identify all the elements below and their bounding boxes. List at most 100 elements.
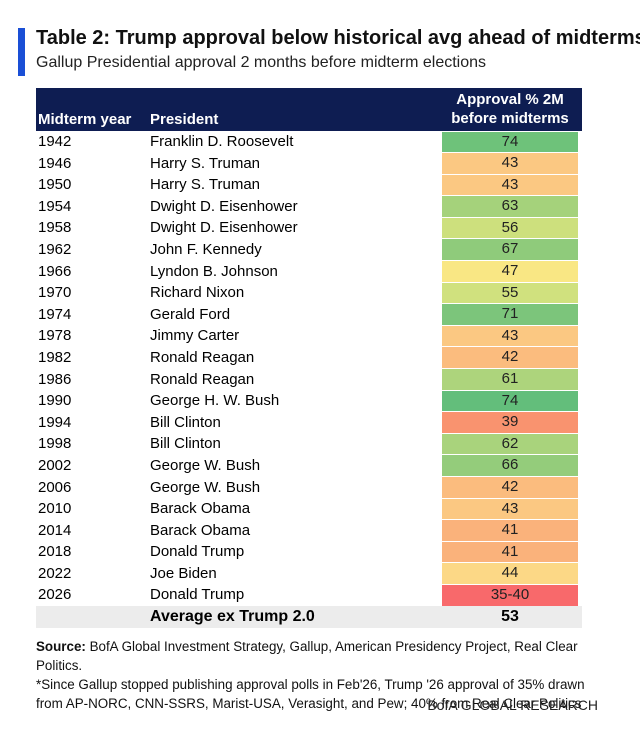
row-approval: 43 [442, 498, 578, 520]
row-president: Harry S. Truman [150, 176, 261, 194]
table-row: 2018 Donald Trump 41 [36, 541, 582, 563]
average-row: Average ex Trump 2.0 53 [36, 606, 582, 629]
row-president: John F. Kennedy [150, 240, 262, 258]
row-president: Donald Trump [150, 543, 245, 561]
average-value: 53 [501, 608, 519, 626]
row-year: 2018 [38, 543, 72, 561]
table-row: 2006 George W. Bush 42 [36, 477, 582, 499]
page-title: Table 2: Trump approval below historical… [36, 27, 640, 49]
row-approval: 55 [442, 282, 578, 304]
header-approval: Approval % 2M before midterms [442, 90, 578, 128]
table-row: 1998 Bill Clinton 62 [36, 433, 582, 455]
row-approval: 35-40 [442, 584, 578, 606]
header-approval-line2: before midterms [451, 110, 569, 127]
source-note: Source: BofA Global Investment Strategy,… [36, 637, 596, 713]
table-row: 1958 Dwight D. Eisenhower 56 [36, 217, 582, 239]
table-row: 2026 Donald Trump 35-40 [36, 584, 582, 606]
table-row: 1990 George H. W. Bush 74 [36, 390, 582, 412]
row-president: Bill Clinton [150, 413, 221, 431]
row-year: 2026 [38, 586, 72, 604]
row-year: 1982 [38, 348, 72, 366]
row-president: George W. Bush [150, 478, 261, 496]
header-midterm-year: Midterm year [38, 111, 132, 128]
row-president: Ronald Reagan [150, 370, 255, 388]
source-label: Source: [36, 639, 86, 654]
row-year: 1950 [38, 176, 72, 194]
header-president: President [150, 111, 219, 128]
row-year: 1998 [38, 435, 72, 453]
row-approval: 42 [442, 347, 578, 369]
table-row: 2002 George W. Bush 66 [36, 455, 582, 477]
row-year: 1990 [38, 392, 72, 410]
table-row: 1946 Harry S. Truman 43 [36, 153, 582, 175]
row-president: Gerald Ford [150, 305, 231, 323]
title-accent-bar [18, 28, 25, 76]
table-row: 1954 Dwight D. Eisenhower 63 [36, 196, 582, 218]
row-president: Barack Obama [150, 500, 251, 518]
brand-label: BofA GLOBAL RESEARCH [427, 697, 598, 713]
row-approval: 61 [442, 369, 578, 390]
table-row: 1950 Harry S. Truman 43 [36, 174, 582, 196]
row-president: Joe Biden [150, 564, 217, 582]
table-body: 1942 Franklin D. Roosevelt 74 1946 Harry S. … [36, 131, 582, 606]
table-row: 1942 Franklin D. Roosevelt 74 [36, 131, 582, 153]
table-row: 1974 Gerald Ford 71 [36, 304, 582, 326]
page-subtitle: Gallup Presidential approval 2 months be… [36, 54, 487, 71]
source-text: BofA Global Investment Strategy, Gallup,… [36, 639, 578, 673]
approval-table: Midterm year President Approval % 2M bef… [36, 88, 582, 629]
row-year: 2014 [38, 521, 72, 539]
row-year: 1970 [38, 284, 72, 302]
row-president: Barack Obama [150, 521, 251, 539]
row-approval: 41 [442, 520, 578, 541]
row-year: 1994 [38, 413, 72, 431]
row-president: Bill Clinton [150, 435, 221, 453]
row-approval: 47 [442, 261, 578, 282]
row-president: George W. Bush [150, 456, 261, 474]
table-row: 1982 Ronald Reagan 42 [36, 347, 582, 369]
row-approval: 41 [442, 541, 578, 563]
row-approval: 62 [442, 433, 578, 455]
table-row: 2010 Barack Obama 43 [36, 498, 582, 520]
row-approval: 43 [442, 325, 578, 347]
row-approval: 39 [442, 412, 578, 433]
header-approval-line1: Approval % 2M [456, 91, 564, 108]
row-year: 1962 [38, 240, 72, 258]
table-row: 2022 Joe Biden 44 [36, 563, 582, 585]
row-president: Franklin D. Roosevelt [150, 133, 294, 150]
table-row: 1986 Ronald Reagan 61 [36, 369, 582, 391]
row-president: Dwight D. Eisenhower [150, 219, 298, 237]
table-row: 1970 Richard Nixon 55 [36, 282, 582, 304]
table-row: 1994 Bill Clinton 39 [36, 412, 582, 434]
row-approval: 66 [442, 455, 578, 476]
row-year: 1966 [38, 262, 72, 280]
footnote: *Since Gallup stopped publishing approva… [36, 677, 585, 711]
row-president: Donald Trump [150, 586, 245, 604]
row-year: 2022 [38, 564, 72, 582]
row-approval: 43 [442, 153, 578, 174]
row-president: Jimmy Carter [150, 327, 240, 345]
table-header: Midterm year President Approval % 2M bef… [36, 88, 582, 131]
average-label: Average ex Trump 2.0 [150, 608, 315, 626]
row-approval: 67 [442, 239, 578, 261]
row-approval: 74 [442, 390, 578, 412]
table-row: 1962 John F. Kennedy 67 [36, 239, 582, 261]
row-year: 1954 [38, 197, 72, 215]
row-approval: 63 [442, 196, 578, 217]
row-year: 2006 [38, 478, 72, 496]
row-president: Richard Nixon [150, 284, 245, 302]
row-approval: 43 [442, 174, 578, 196]
row-year: 1974 [38, 305, 72, 323]
row-president: Lyndon B. Johnson [150, 262, 278, 280]
row-president: George H. W. Bush [150, 392, 280, 410]
row-year: 2002 [38, 456, 72, 474]
row-year: 1946 [38, 154, 72, 172]
table-row: 1978 Jimmy Carter 43 [36, 325, 582, 347]
row-approval: 44 [442, 563, 578, 584]
table-row: 2014 Barack Obama 41 [36, 520, 582, 542]
row-president: Harry S. Truman [150, 154, 261, 172]
row-year: 1958 [38, 219, 72, 237]
row-year: 1986 [38, 370, 72, 388]
row-year: 1942 [38, 133, 72, 150]
row-president: Ronald Reagan [150, 348, 255, 366]
table-row: 1966 Lyndon B. Johnson 47 [36, 261, 582, 283]
